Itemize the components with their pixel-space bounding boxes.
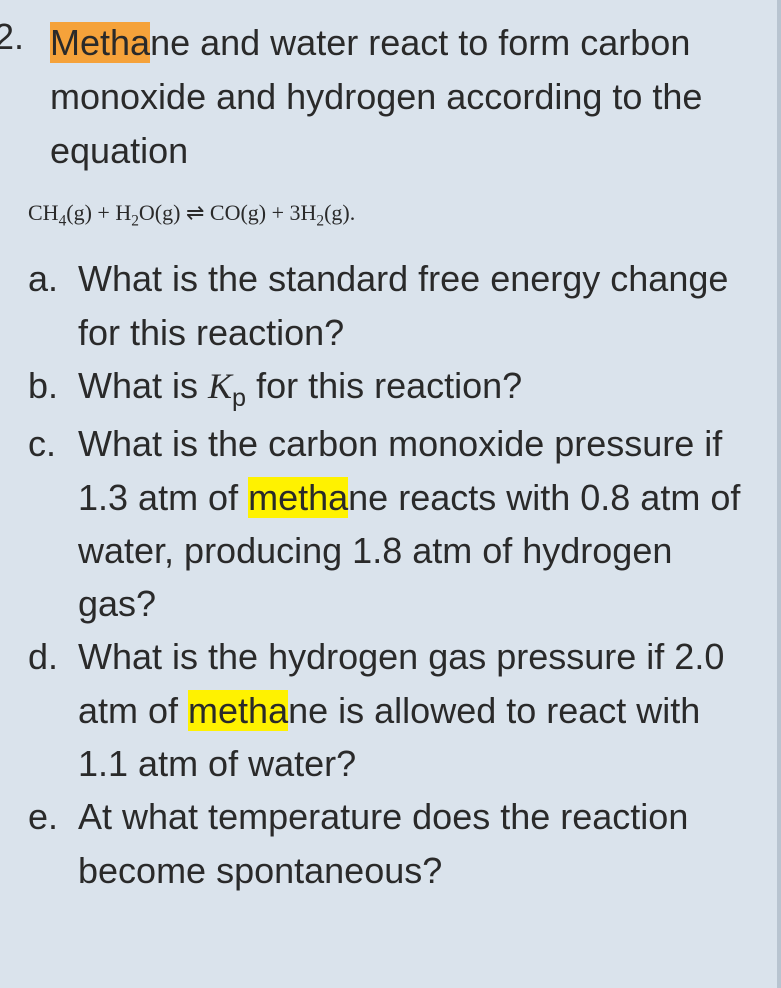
part-text: What is the hydrogen gas pressure if 2.0… — [78, 630, 757, 790]
eq-t5: 2 — [316, 212, 324, 229]
part-b: b. What is Kp for this reaction? — [28, 359, 757, 417]
part-label: b. — [28, 359, 78, 417]
part-c: c. What is the carbon monoxide pressure … — [28, 417, 757, 630]
kp-subscript: p — [232, 384, 246, 412]
kp-variable: K — [208, 366, 232, 406]
eq-t3: 2 — [131, 212, 139, 229]
part-label: c. — [28, 417, 78, 630]
part-text: At what temperature does the reaction be… — [78, 790, 757, 897]
reaction-equation: CH4(g) + H2O(g) ⇌ CO(g) + 3H2(g). — [28, 200, 757, 230]
highlight-yellow: metha — [248, 477, 348, 518]
part-e: e. At what temperature does the reaction… — [28, 790, 757, 897]
sub-questions: a. What is the standard free energy chan… — [28, 252, 757, 896]
part-a: a. What is the standard free energy chan… — [28, 252, 757, 359]
eq-t4: O(g) ⇌ CO(g) + 3H — [139, 200, 316, 225]
part-b-post: for this reaction? — [246, 365, 522, 406]
part-label: e. — [28, 790, 78, 897]
part-text: What is Kp for this reaction? — [78, 359, 757, 417]
question-number: 2. — [0, 16, 24, 58]
part-label: d. — [28, 630, 78, 790]
highlight-orange: Metha — [50, 22, 150, 63]
part-text: What is the standard free energy change … — [78, 252, 757, 359]
part-b-pre: What is — [78, 365, 208, 406]
highlight-yellow: metha — [188, 690, 288, 731]
question-intro[interactable]: Methane and water react to form carbon m… — [50, 16, 757, 178]
eq-t0: CH — [28, 200, 59, 225]
eq-t6: (g). — [324, 200, 355, 225]
question-page: 2. Methane and water react to form carbo… — [0, 0, 781, 988]
eq-t2: (g) + H — [66, 200, 131, 225]
part-d: d. What is the hydrogen gas pressure if … — [28, 630, 757, 790]
part-text: What is the carbon monoxide pressure if … — [78, 417, 757, 630]
part-label: a. — [28, 252, 78, 359]
